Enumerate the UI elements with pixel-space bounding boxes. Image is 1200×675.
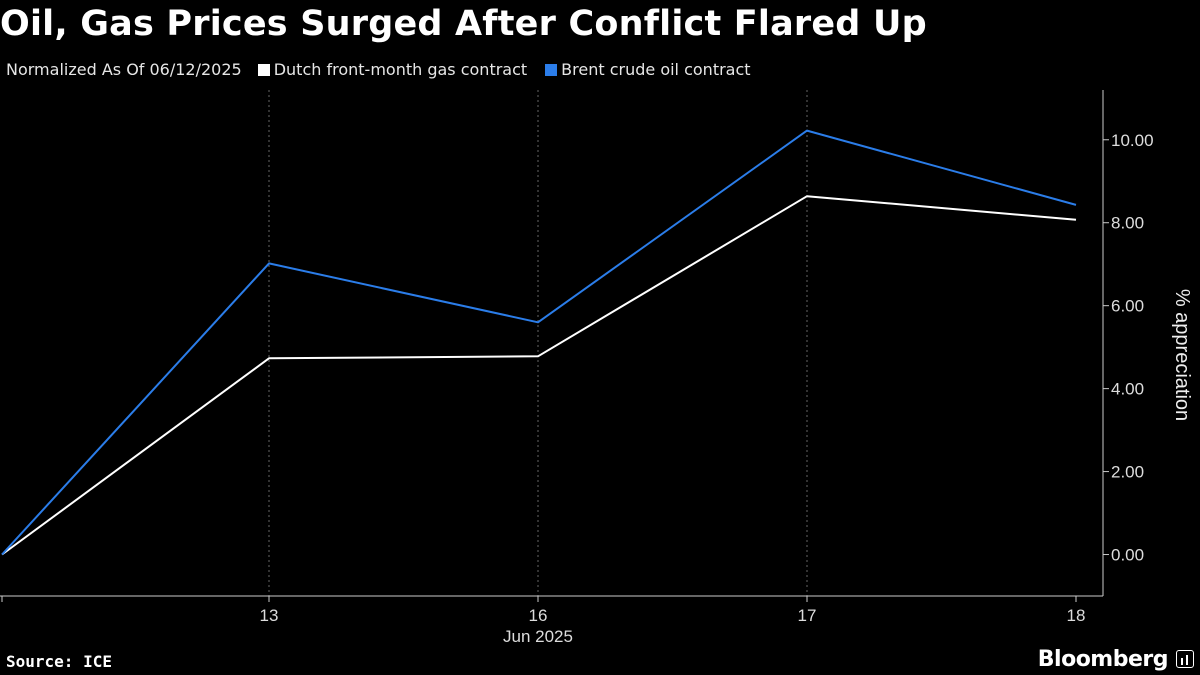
x-tick-label: 18 [1067, 606, 1086, 625]
chart-title: Oil, Gas Prices Surged After Conflict Fl… [0, 4, 927, 44]
series-line-gas [1, 195, 1077, 556]
y-tick-label: 4.00 [1111, 380, 1144, 399]
legend-item-gas: Dutch front-month gas contract [257, 60, 528, 79]
normalization-note: Normalized As Of 06/12/2025 [6, 60, 242, 79]
y-tick-label: 0.00 [1111, 546, 1144, 565]
legend-swatch-brent [545, 63, 558, 76]
bloomberg-logo: Bloomberg [1037, 647, 1169, 672]
y-tick-label: 8.00 [1111, 214, 1144, 233]
y-tick-label: 10.00 [1111, 131, 1154, 150]
x-tick-label: 17 [798, 606, 817, 625]
y-tick-label: 6.00 [1111, 297, 1144, 316]
x-tick-label: 13 [260, 606, 279, 625]
y-axis-label: % appreciation [1171, 289, 1193, 421]
legend: Normalized As Of 06/12/2025 Dutch front-… [6, 60, 751, 79]
legend-label-gas: Dutch front-month gas contract [273, 60, 528, 79]
bloomberg-chart-icon [1176, 650, 1194, 668]
x-tick-label: 16 [529, 606, 548, 625]
x-axis-caption: Jun 2025 [503, 627, 573, 646]
source-note: Source: ICE [6, 652, 112, 671]
y-tick-label: 2.00 [1111, 463, 1144, 482]
legend-label-brent: Brent crude oil contract [561, 60, 751, 79]
legend-item-brent: Brent crude oil contract [545, 60, 751, 79]
legend-swatch-gas [257, 63, 270, 76]
series-line-brent [1, 129, 1077, 556]
